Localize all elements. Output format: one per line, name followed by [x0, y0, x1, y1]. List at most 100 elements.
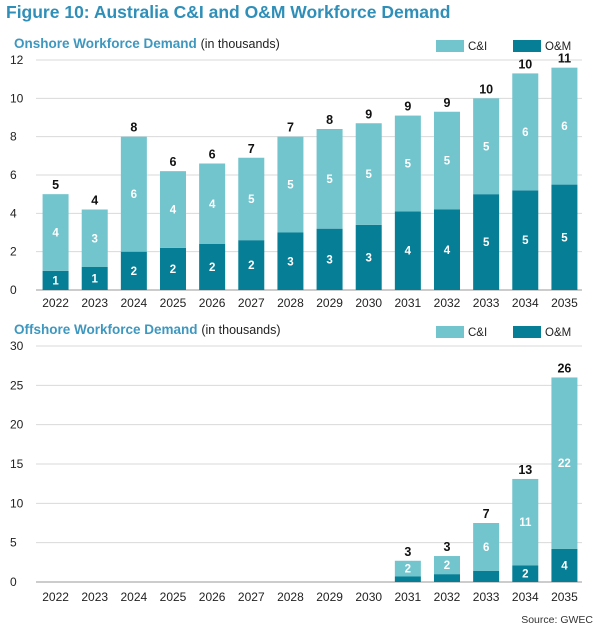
onshore-x-tick-2031: 2031 — [395, 296, 422, 310]
onshore-label-om-2029: 3 — [326, 254, 332, 266]
onshore-x-tick-2027: 2027 — [238, 296, 265, 310]
onshore-bar-ci-2022 — [42, 194, 69, 271]
onshore-total-2033: 10 — [479, 82, 493, 96]
offshore-x-tick-2026: 2026 — [199, 590, 226, 604]
offshore-x-tick-2034: 2034 — [512, 590, 539, 604]
offshore-bar-ci-2035 — [551, 377, 578, 549]
onshore-y-tick-label: 12 — [10, 53, 24, 67]
onshore-label-ci-2033: 5 — [483, 141, 490, 153]
onshore-total-2029: 8 — [326, 113, 333, 127]
onshore-bar-om-2026 — [199, 244, 226, 290]
onshore-bar-om-2023 — [81, 267, 108, 290]
onshore-bar-ci-2033 — [473, 98, 500, 195]
figure-title: Figure 10: Australia C&I and O&M Workfor… — [6, 2, 451, 22]
onshore-x-tick-2032: 2032 — [434, 296, 461, 310]
onshore-bar-ci-2032 — [434, 111, 460, 210]
offshore-bar-om-2032 — [434, 574, 460, 582]
onshore-x-tick-2026: 2026 — [199, 296, 226, 310]
onshore-x-tick-2030: 2030 — [355, 296, 382, 310]
onshore-y-tick-label: 4 — [10, 206, 17, 220]
onshore-total-2035: 11 — [558, 52, 571, 66]
offshore-total-2034: 13 — [518, 463, 532, 477]
onshore-bar-ci-2026 — [199, 163, 226, 244]
onshore-label-ci-2032: 5 — [444, 156, 451, 168]
offshore-chart-unit: (in thousands) — [201, 323, 281, 337]
onshore-total-2031: 9 — [404, 100, 411, 114]
onshore-total-2024: 8 — [130, 121, 137, 135]
offshore-y-tick-label: 20 — [10, 418, 24, 432]
onshore-total-2026: 6 — [209, 148, 216, 162]
onshore-label-ci-2029: 5 — [326, 174, 333, 186]
offshore-bar-om-2031 — [394, 576, 421, 582]
onshore-bar-om-2022 — [42, 270, 69, 290]
onshore-label-om-2034: 5 — [522, 235, 529, 247]
offshore-x-tick-2029: 2029 — [316, 590, 343, 604]
offshore-title-wrap: Offshore Workforce Demand (in thousands) — [14, 322, 281, 337]
offshore-label-om-2034: 2 — [522, 569, 528, 581]
offshore-bar-ci-2034 — [512, 478, 539, 566]
onshore-chart-unit: (in thousands) — [200, 37, 280, 51]
onshore-bar-om-2027 — [238, 240, 265, 290]
onshore-label-ci-2025: 4 — [170, 205, 177, 217]
onshore-x-tick-2024: 2024 — [121, 296, 148, 310]
onshore-total-2028: 7 — [287, 121, 294, 135]
onshore-bar-om-2033 — [473, 194, 500, 290]
onshore-bar-om-2029 — [316, 228, 343, 290]
offshore-y-tick-label: 25 — [10, 378, 24, 392]
onshore-bar-om-2030 — [355, 224, 382, 290]
offshore-x-tick-2022: 2022 — [42, 590, 69, 604]
onshore-x-tick-2029: 2029 — [316, 296, 343, 310]
onshore-y-tick-label: 2 — [10, 245, 17, 259]
onshore-bar-om-2032 — [434, 209, 460, 290]
onshore-total-2032: 9 — [444, 96, 451, 110]
onshore-bar-ci-2028 — [277, 136, 304, 233]
offshore-label-ci-2033: 6 — [483, 542, 489, 554]
onshore-label-ci-2028: 5 — [287, 180, 294, 192]
onshore-bar-ci-2030 — [355, 123, 382, 225]
onshore-bar-om-2024 — [120, 251, 147, 290]
onshore-label-ci-2024: 6 — [131, 189, 137, 201]
onshore-label-om-2023: 1 — [92, 274, 99, 286]
offshore-legend-swatch-om — [513, 326, 541, 338]
offshore-x-tick-2027: 2027 — [238, 590, 265, 604]
onshore-bar-om-2031 — [394, 211, 421, 290]
offshore-y-tick-label: 5 — [10, 536, 17, 550]
onshore-label-om-2031: 4 — [405, 246, 412, 258]
onshore-label-ci-2034: 6 — [522, 127, 528, 139]
onshore-label-ci-2022: 4 — [52, 228, 59, 240]
onshore-bar-ci-2034 — [512, 73, 539, 191]
offshore-label-ci-2031: 2 — [405, 564, 411, 576]
onshore-label-om-2027: 2 — [248, 260, 254, 272]
offshore-bar-ci-2032 — [434, 556, 460, 575]
onshore-label-ci-2035: 6 — [561, 121, 567, 133]
offshore-bar-om-2035 — [551, 548, 578, 582]
onshore-label-ci-2027: 5 — [248, 194, 255, 206]
onshore-y-tick-label: 8 — [10, 130, 17, 144]
onshore-label-om-2035: 5 — [561, 232, 568, 244]
onshore-x-tick-2023: 2023 — [81, 296, 108, 310]
onshore-legend-label-om: O&M — [545, 41, 571, 53]
onshore-bar-ci-2027 — [238, 157, 265, 241]
onshore-x-tick-2035: 2035 — [551, 296, 578, 310]
onshore-bar-ci-2025 — [160, 171, 186, 248]
onshore-bar-ci-2029 — [316, 129, 343, 229]
onshore-total-2025: 6 — [170, 155, 177, 169]
offshore-x-tick-2025: 2025 — [160, 590, 187, 604]
onshore-bar-ci-2023 — [81, 209, 108, 267]
onshore-bar-om-2034 — [512, 190, 539, 290]
offshore-legend-label-ci: C&I — [468, 327, 487, 339]
onshore-label-ci-2031: 5 — [405, 159, 412, 171]
onshore-x-tick-2022: 2022 — [42, 296, 69, 310]
onshore-y-tick-label: 0 — [10, 283, 17, 297]
offshore-x-tick-2023: 2023 — [81, 590, 108, 604]
offshore-bar-ci-2033 — [473, 523, 500, 571]
onshore-title-wrap: Onshore Workforce Demand (in thousands) — [14, 36, 280, 51]
onshore-bar-om-2025 — [160, 247, 186, 290]
source-note: Source: GWEC — [521, 614, 593, 626]
onshore-label-om-2033: 5 — [483, 237, 490, 249]
offshore-bar-ci-2031 — [394, 560, 421, 577]
onshore-y-tick-label: 10 — [10, 91, 24, 105]
offshore-label-ci-2034: 11 — [519, 517, 532, 529]
offshore-legend-label-om: O&M — [545, 327, 571, 339]
